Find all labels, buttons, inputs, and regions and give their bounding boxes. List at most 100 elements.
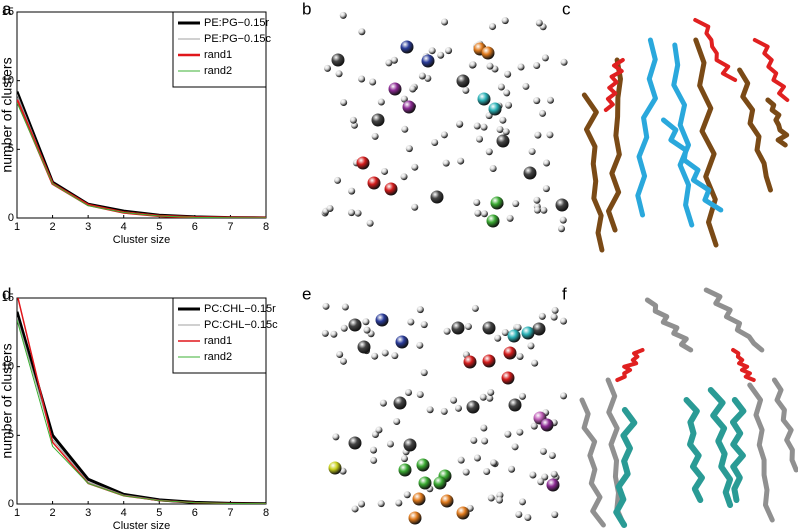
sphere	[555, 198, 569, 212]
sphere	[416, 391, 424, 399]
sphere	[501, 17, 509, 25]
sphere	[541, 473, 549, 481]
sphere	[496, 134, 510, 148]
sphere	[408, 511, 422, 525]
x-tick-label: 3	[85, 507, 91, 519]
sphere	[531, 359, 539, 367]
sphere	[504, 430, 512, 438]
sphere	[505, 101, 513, 109]
sphere	[340, 98, 348, 106]
panel-label: e	[302, 284, 311, 303]
sphere	[477, 92, 491, 106]
sphere	[405, 389, 413, 397]
sphere	[546, 478, 560, 492]
sphere	[377, 500, 385, 508]
sphere	[322, 302, 330, 310]
sphere	[469, 61, 477, 69]
molecule-chain	[613, 407, 638, 528]
sphere	[508, 398, 522, 412]
sphere	[375, 426, 383, 434]
sphere	[464, 323, 472, 331]
sphere	[497, 83, 505, 91]
molecule-chain	[581, 92, 605, 253]
sphere	[488, 102, 502, 116]
sphere	[428, 47, 436, 55]
sphere	[331, 53, 345, 67]
sphere	[377, 98, 385, 106]
sphere	[386, 440, 394, 448]
sphere	[533, 62, 541, 70]
x-tick-label: 8	[263, 507, 269, 519]
molecule-chain	[615, 348, 645, 382]
sphere	[550, 470, 558, 478]
molecule-chain	[671, 42, 695, 228]
sphere	[405, 145, 413, 153]
sphere	[516, 428, 524, 436]
sphere	[456, 74, 470, 88]
sphere	[393, 417, 401, 425]
molecule-chain	[660, 117, 724, 213]
sphere	[418, 476, 432, 490]
molecule-chain	[605, 377, 627, 528]
sphere	[431, 138, 439, 146]
plot-lines	[17, 298, 266, 504]
sphere	[456, 506, 470, 520]
sphere	[440, 407, 448, 415]
sphere	[462, 468, 470, 476]
molecule-chain	[747, 382, 775, 523]
line-series	[17, 91, 266, 218]
x-tick-label: 2	[50, 507, 56, 519]
sphere	[474, 209, 482, 217]
sphere	[356, 156, 370, 170]
sphere	[440, 131, 448, 139]
sphere	[530, 422, 538, 430]
x-tick-label: 7	[227, 221, 233, 233]
sphere	[411, 163, 419, 171]
sphere	[400, 95, 408, 103]
sphere	[326, 205, 334, 213]
y-tick-label: 15	[2, 6, 14, 18]
plot-frame	[16, 297, 267, 505]
sphere	[340, 324, 348, 332]
sphere	[330, 330, 338, 338]
panel-label: b	[302, 0, 311, 18]
sphere	[480, 123, 488, 131]
sphere	[483, 467, 491, 475]
sphere	[391, 352, 399, 360]
panel-label: d	[2, 284, 11, 303]
sphere	[370, 456, 378, 464]
sphere	[503, 89, 511, 97]
illustrations	[321, 11, 798, 528]
sphere	[332, 433, 340, 441]
sphere	[335, 70, 343, 78]
sphere	[518, 498, 526, 506]
sphere	[403, 491, 411, 499]
sphere	[445, 47, 453, 55]
sphere	[347, 209, 355, 217]
x-tick-label: 6	[192, 221, 198, 233]
sphere	[533, 196, 541, 204]
sphere	[400, 40, 414, 54]
sphere	[358, 500, 366, 508]
sphere	[507, 329, 521, 343]
legend-label: PC:CHL−0.15c	[204, 319, 278, 331]
sphere	[321, 329, 329, 337]
y-tick-label: 0	[8, 212, 14, 224]
sphere	[512, 200, 520, 208]
x-tick-label: 6	[192, 507, 198, 519]
sphere	[515, 510, 523, 518]
sphere	[395, 499, 403, 507]
sphere	[363, 326, 371, 334]
sphere	[457, 157, 465, 165]
sphere	[542, 185, 550, 193]
sphere	[546, 131, 554, 139]
molecule-chain	[579, 397, 606, 528]
sphere	[486, 394, 494, 402]
x-tick-label: 2	[50, 221, 56, 233]
x-tick-label: 8	[263, 221, 269, 233]
legend-label: rand2	[204, 65, 232, 77]
legend-label: PE:PG−0.15c	[204, 33, 271, 45]
sphere	[409, 85, 417, 93]
sphere	[533, 206, 541, 214]
